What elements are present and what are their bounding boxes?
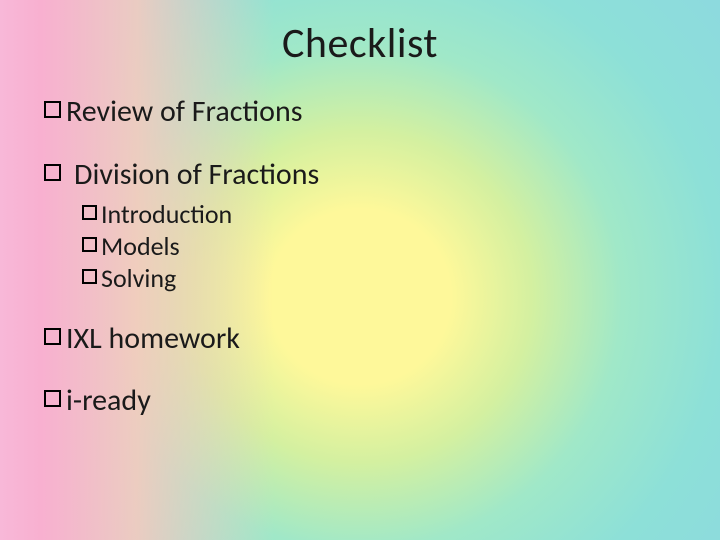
item-label: IXL homework <box>66 322 240 357</box>
checklist-slide: Checklist Review of Fractions Division o… <box>0 0 720 540</box>
checklist-item-ixl: IXL homework <box>44 322 676 357</box>
checklist-item-division: Division of Fractions <box>44 158 676 193</box>
checkbox-icon <box>82 269 97 284</box>
checklist-item-iready: i-ready <box>44 384 676 419</box>
checklist-subitem-models: Models <box>82 232 676 262</box>
checklist-subitem-introduction: Introduction <box>82 200 676 230</box>
checkbox-icon <box>44 101 61 118</box>
slide-title: Checklist <box>44 18 676 69</box>
division-subitems: Introduction Models Solving <box>44 200 676 294</box>
checklist-subitem-solving: Solving <box>82 264 676 294</box>
checkbox-icon <box>82 237 97 252</box>
item-label: Review of Fractions <box>66 95 302 130</box>
item-label: Models <box>101 232 180 262</box>
item-label: Introduction <box>101 200 232 230</box>
checkbox-icon <box>44 164 61 181</box>
checkbox-icon <box>44 328 61 345</box>
checklist-item-review: Review of Fractions <box>44 95 676 130</box>
item-label: Division of Fractions <box>74 158 319 193</box>
item-label: Solving <box>101 264 176 294</box>
item-label: i-ready <box>66 384 151 419</box>
checkbox-icon <box>82 205 97 220</box>
checkbox-icon <box>44 390 61 407</box>
